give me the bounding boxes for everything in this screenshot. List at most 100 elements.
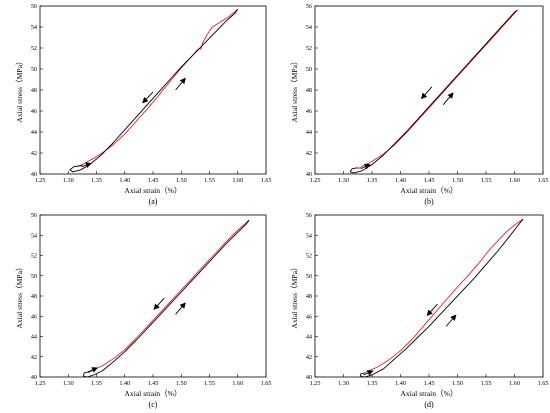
x-tick-label: 1.45 [424, 380, 435, 387]
x-tick-label: 1.50 [452, 177, 463, 184]
x-tick-label: 1.45 [148, 380, 159, 387]
x-tick-label: 1.65 [261, 177, 272, 184]
unloading-direction-arrow [153, 297, 165, 310]
y-tick-label: 52 [306, 253, 312, 260]
x-tick-label: 1.25 [310, 177, 321, 184]
y-tick-label: 42 [31, 354, 37, 361]
y-tick-label: 40 [31, 171, 37, 178]
y-tick-label: 56 [31, 212, 37, 219]
y-tick-label: 50 [31, 273, 37, 280]
unloading-direction-arrow [142, 91, 154, 104]
x-tick-label: 1.40 [119, 380, 130, 387]
x-tick-label: 1.55 [204, 380, 215, 387]
y-axis-label: Axial stress（MPa） [15, 263, 24, 328]
x-tick-label: 1.60 [232, 177, 243, 184]
loading-curve [349, 9, 518, 174]
y-axis-label: Axial stress（MPa） [290, 57, 299, 122]
chart-panel-a: 1.25 1.30 1.35 1.40 1.45 1.50 1.55 1.60 1.65 40 42… [15, 3, 271, 206]
turning-point-arrow [81, 162, 92, 168]
chart-panel-c: 1.25 1.30 1.35 1.40 1.45 1.50 1.55 1.60 1.65 40 42… [15, 212, 271, 409]
x-tick-label: 1.35 [91, 177, 102, 184]
x-tick-label: 1.45 [424, 177, 435, 184]
x-tick-label: 1.60 [509, 177, 520, 184]
y-tick-label: 44 [31, 334, 37, 341]
y-tick-label: 56 [306, 212, 312, 219]
y-tick-label: 48 [306, 87, 312, 94]
loading-curve [69, 8, 239, 173]
x-tick-label: 1.60 [232, 380, 243, 387]
panel-caption: (a) [149, 197, 158, 206]
x-tick-label: 1.30 [338, 380, 349, 387]
x-tick-label: 1.30 [63, 380, 74, 387]
unloading-curve [76, 8, 239, 168]
chart-panel-d: 1.25 1.30 1.35 1.40 1.45 1.50 1.55 1.60 1.65 40 42… [290, 212, 548, 409]
y-tick-label: 48 [31, 293, 37, 300]
y-tick-label: 54 [31, 232, 37, 239]
y-tick-label: 40 [306, 374, 312, 381]
loading-direction-arrow [445, 314, 457, 327]
y-tick-label: 54 [306, 24, 312, 31]
x-tick-label: 1.50 [176, 380, 187, 387]
loading-curve [360, 218, 524, 378]
y-tick-label: 56 [31, 3, 37, 10]
plot-frame [39, 214, 267, 378]
x-tick-label: 1.25 [310, 380, 321, 387]
unloading-curve [364, 218, 524, 374]
plot-frame [39, 5, 267, 175]
x-tick-label: 1.35 [91, 380, 102, 387]
loading-curve [83, 219, 250, 378]
y-tick-label: 42 [31, 150, 37, 157]
y-tick-label: 48 [306, 293, 312, 300]
x-axis-label: Axial strain（%） [124, 389, 181, 398]
unloading-curve [357, 9, 518, 170]
x-tick-label: 1.30 [338, 177, 349, 184]
y-tick-label: 50 [31, 66, 37, 73]
loading-direction-arrow [442, 92, 454, 105]
x-tick-label: 1.30 [63, 177, 74, 184]
y-tick-label: 46 [31, 108, 37, 115]
turning-point-arrow [87, 367, 98, 373]
x-tick-label: 1.55 [481, 177, 492, 184]
y-tick-label: 44 [31, 129, 37, 136]
y-tick-label: 52 [306, 45, 312, 52]
x-tick-label: 1.25 [35, 380, 46, 387]
x-tick-label: 1.40 [395, 177, 406, 184]
y-tick-label: 54 [31, 24, 37, 31]
y-tick-label: 52 [31, 253, 37, 260]
y-axis-label: Axial stress（MPa） [290, 263, 299, 328]
turning-point-arrow [360, 163, 371, 170]
y-tick-label: 42 [306, 150, 312, 157]
y-axis-label: Axial stress（MPa） [15, 57, 24, 122]
y-tick-label: 52 [31, 45, 37, 52]
x-tick-label: 1.65 [538, 177, 549, 184]
x-axis-label: Axial strain（%） [400, 186, 457, 195]
x-tick-label: 1.50 [176, 177, 187, 184]
y-tick-label: 46 [306, 108, 312, 115]
x-tick-label: 1.55 [204, 177, 215, 184]
y-tick-label: 54 [306, 232, 312, 239]
y-tick-label: 40 [31, 374, 37, 381]
x-tick-label: 1.35 [367, 380, 378, 387]
y-tick-label: 46 [31, 313, 37, 320]
y-tick-label: 50 [306, 66, 312, 73]
loading-direction-arrow [175, 302, 186, 315]
loading-direction-arrow [175, 77, 186, 91]
panel-caption: (c) [149, 400, 158, 409]
y-tick-label: 42 [306, 354, 312, 361]
unloading-curve [87, 219, 250, 374]
y-tick-label: 46 [306, 313, 312, 320]
x-tick-label: 1.40 [119, 177, 130, 184]
y-tick-label: 48 [31, 87, 37, 94]
panel-caption: (d) [424, 400, 434, 409]
y-tick-label: 44 [306, 129, 312, 136]
x-tick-label: 1.55 [481, 380, 492, 387]
x-axis-label: Axial strain（%） [400, 389, 457, 398]
x-axis-label: Axial strain（%） [124, 186, 181, 195]
x-tick-label: 1.60 [509, 380, 520, 387]
y-tick-label: 56 [306, 3, 312, 10]
x-tick-label: 1.50 [452, 380, 463, 387]
x-tick-label: 1.65 [538, 380, 549, 387]
chart-panel-b: 1.25 1.30 1.35 1.40 1.45 1.50 1.55 1.60 1.65 40 42… [290, 3, 548, 206]
unloading-direction-arrow [426, 303, 438, 316]
